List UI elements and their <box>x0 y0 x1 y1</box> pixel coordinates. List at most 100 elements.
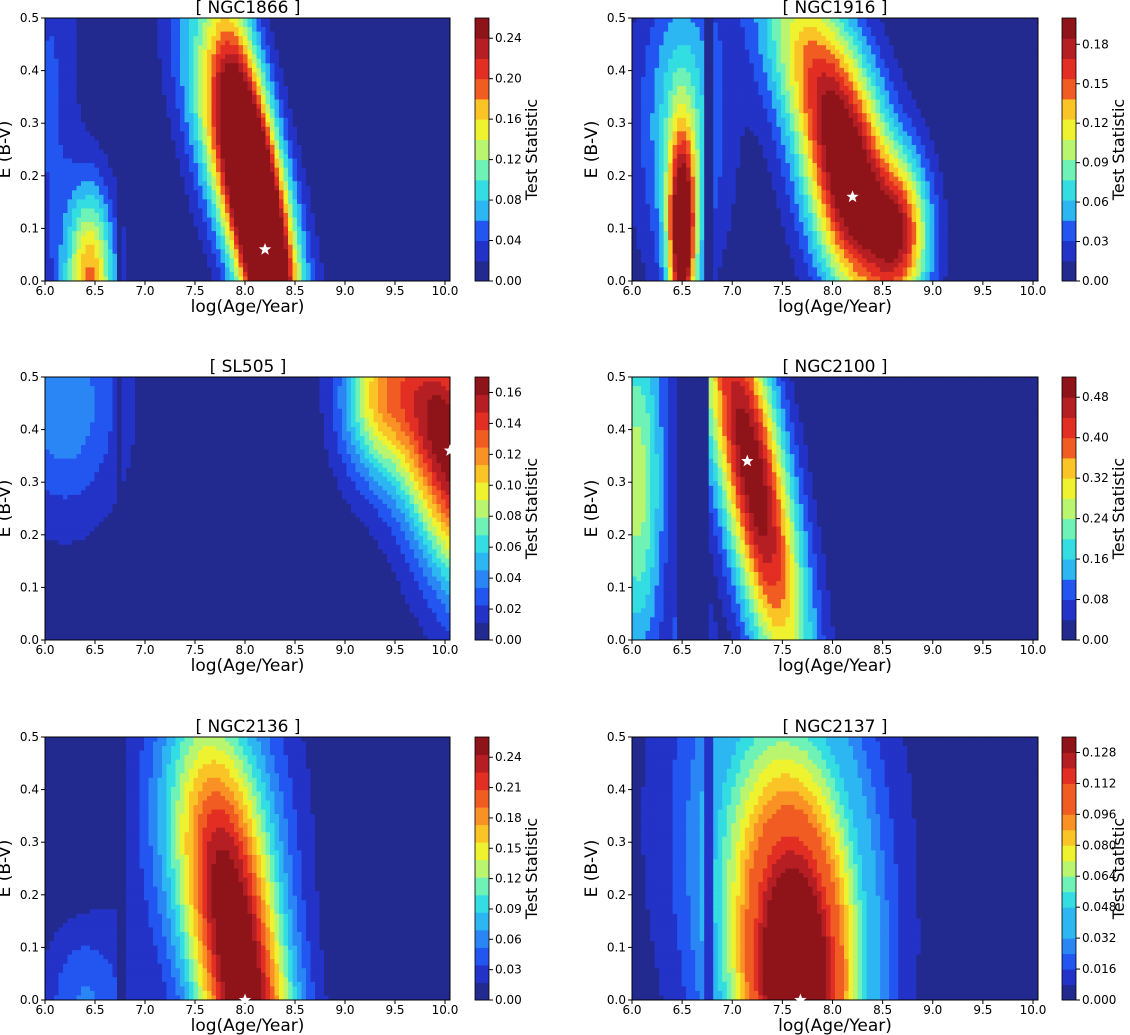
contour-cell <box>378 240 384 246</box>
contour-cell <box>274 244 280 250</box>
contour-cell <box>261 154 267 160</box>
contour-cell <box>139 262 145 268</box>
contour-cell <box>58 208 64 214</box>
contour-cell <box>351 222 357 228</box>
contour-cell <box>202 99 208 105</box>
contour-cell <box>108 58 114 64</box>
contour-cell <box>175 113 181 119</box>
contour-cell <box>306 253 312 259</box>
contour-cell <box>436 22 442 28</box>
contour-cell <box>432 181 438 187</box>
contour-cell <box>252 18 258 24</box>
contour-cell <box>238 253 244 259</box>
contour-cell <box>193 72 199 78</box>
contour-cell <box>423 190 429 196</box>
contour-cell <box>423 49 429 55</box>
contour-cell <box>112 199 118 205</box>
contour-cell <box>256 212 262 219</box>
contour-cell <box>351 22 357 28</box>
contour-cell <box>90 190 96 196</box>
contour-cell <box>319 40 325 46</box>
contour-cell <box>112 40 118 46</box>
contour-cell <box>310 31 316 37</box>
contour-cell <box>297 194 303 200</box>
contour-cell <box>193 36 199 42</box>
contour-cell <box>72 163 78 169</box>
contour-cell <box>148 99 154 105</box>
contour-cell <box>121 181 127 187</box>
contour-cell <box>216 31 222 37</box>
contour-cell <box>301 203 307 210</box>
contour-cell <box>126 36 132 42</box>
contour-cell <box>184 267 190 273</box>
contour-cell <box>67 203 73 210</box>
contour-cell <box>288 199 294 205</box>
contour-cell <box>193 131 199 137</box>
contour-cell <box>274 99 280 105</box>
contour-cell <box>418 249 424 255</box>
contour-cell <box>126 154 132 160</box>
contour-cell <box>121 267 127 273</box>
contour-cell <box>45 135 51 142</box>
contour-cell <box>234 122 240 128</box>
contour-cell <box>265 40 271 46</box>
contour-cell <box>130 158 136 164</box>
contour-cell <box>184 199 190 205</box>
contour-cell <box>144 18 150 24</box>
contour-cell <box>351 72 357 78</box>
contour-cell <box>67 18 73 24</box>
contour-cell <box>346 140 352 146</box>
contour-cell <box>211 163 217 169</box>
contour-cell <box>243 117 249 123</box>
contour-cell <box>279 113 285 119</box>
contour-cell <box>126 49 132 55</box>
contour-cell <box>225 154 231 160</box>
contour-cell <box>274 253 280 259</box>
contour-cell <box>198 258 204 264</box>
contour-cell <box>418 154 424 160</box>
contour-cell <box>63 18 69 24</box>
contour-cell <box>301 194 307 200</box>
contour-cell <box>261 140 267 146</box>
contour-cell <box>261 49 267 55</box>
contour-cell <box>360 63 366 69</box>
contour-cell <box>166 231 172 237</box>
contour-cell <box>360 31 366 37</box>
contour-cell <box>135 167 141 173</box>
contour-cell <box>292 208 298 214</box>
contour-cell <box>337 235 343 241</box>
contour-cell <box>49 40 55 46</box>
contour-cell <box>94 72 100 78</box>
contour-cell <box>238 258 244 264</box>
contour-cell <box>432 113 438 119</box>
contour-cell <box>328 167 334 173</box>
contour-cell <box>270 40 276 46</box>
contour-cell <box>126 131 132 137</box>
contour-cell <box>45 108 51 114</box>
contour-cell <box>112 149 118 155</box>
contour-cell <box>126 54 132 60</box>
contour-cell <box>409 154 415 160</box>
contour-cell <box>337 95 343 101</box>
contour-cell <box>76 222 82 228</box>
contour-cell <box>193 117 199 123</box>
contour-cell <box>180 258 186 264</box>
contour-cell <box>423 18 429 24</box>
contour-cell <box>270 235 276 241</box>
contour-cell <box>166 76 172 83</box>
contour-cell <box>63 122 69 128</box>
contour-cell <box>409 149 415 155</box>
contour-cell <box>252 140 258 146</box>
contour-cell <box>202 154 208 160</box>
contour-cell <box>130 108 136 114</box>
contour-cell <box>220 99 226 105</box>
contour-cell <box>117 249 123 255</box>
contour-cell <box>171 181 177 187</box>
contour-cell <box>306 258 312 264</box>
contour-cell <box>261 203 267 210</box>
contour-cell <box>49 140 55 146</box>
contour-cell <box>288 172 294 178</box>
contour-cell <box>162 231 168 237</box>
contour-cell <box>301 226 307 232</box>
contour-cell <box>274 54 280 60</box>
